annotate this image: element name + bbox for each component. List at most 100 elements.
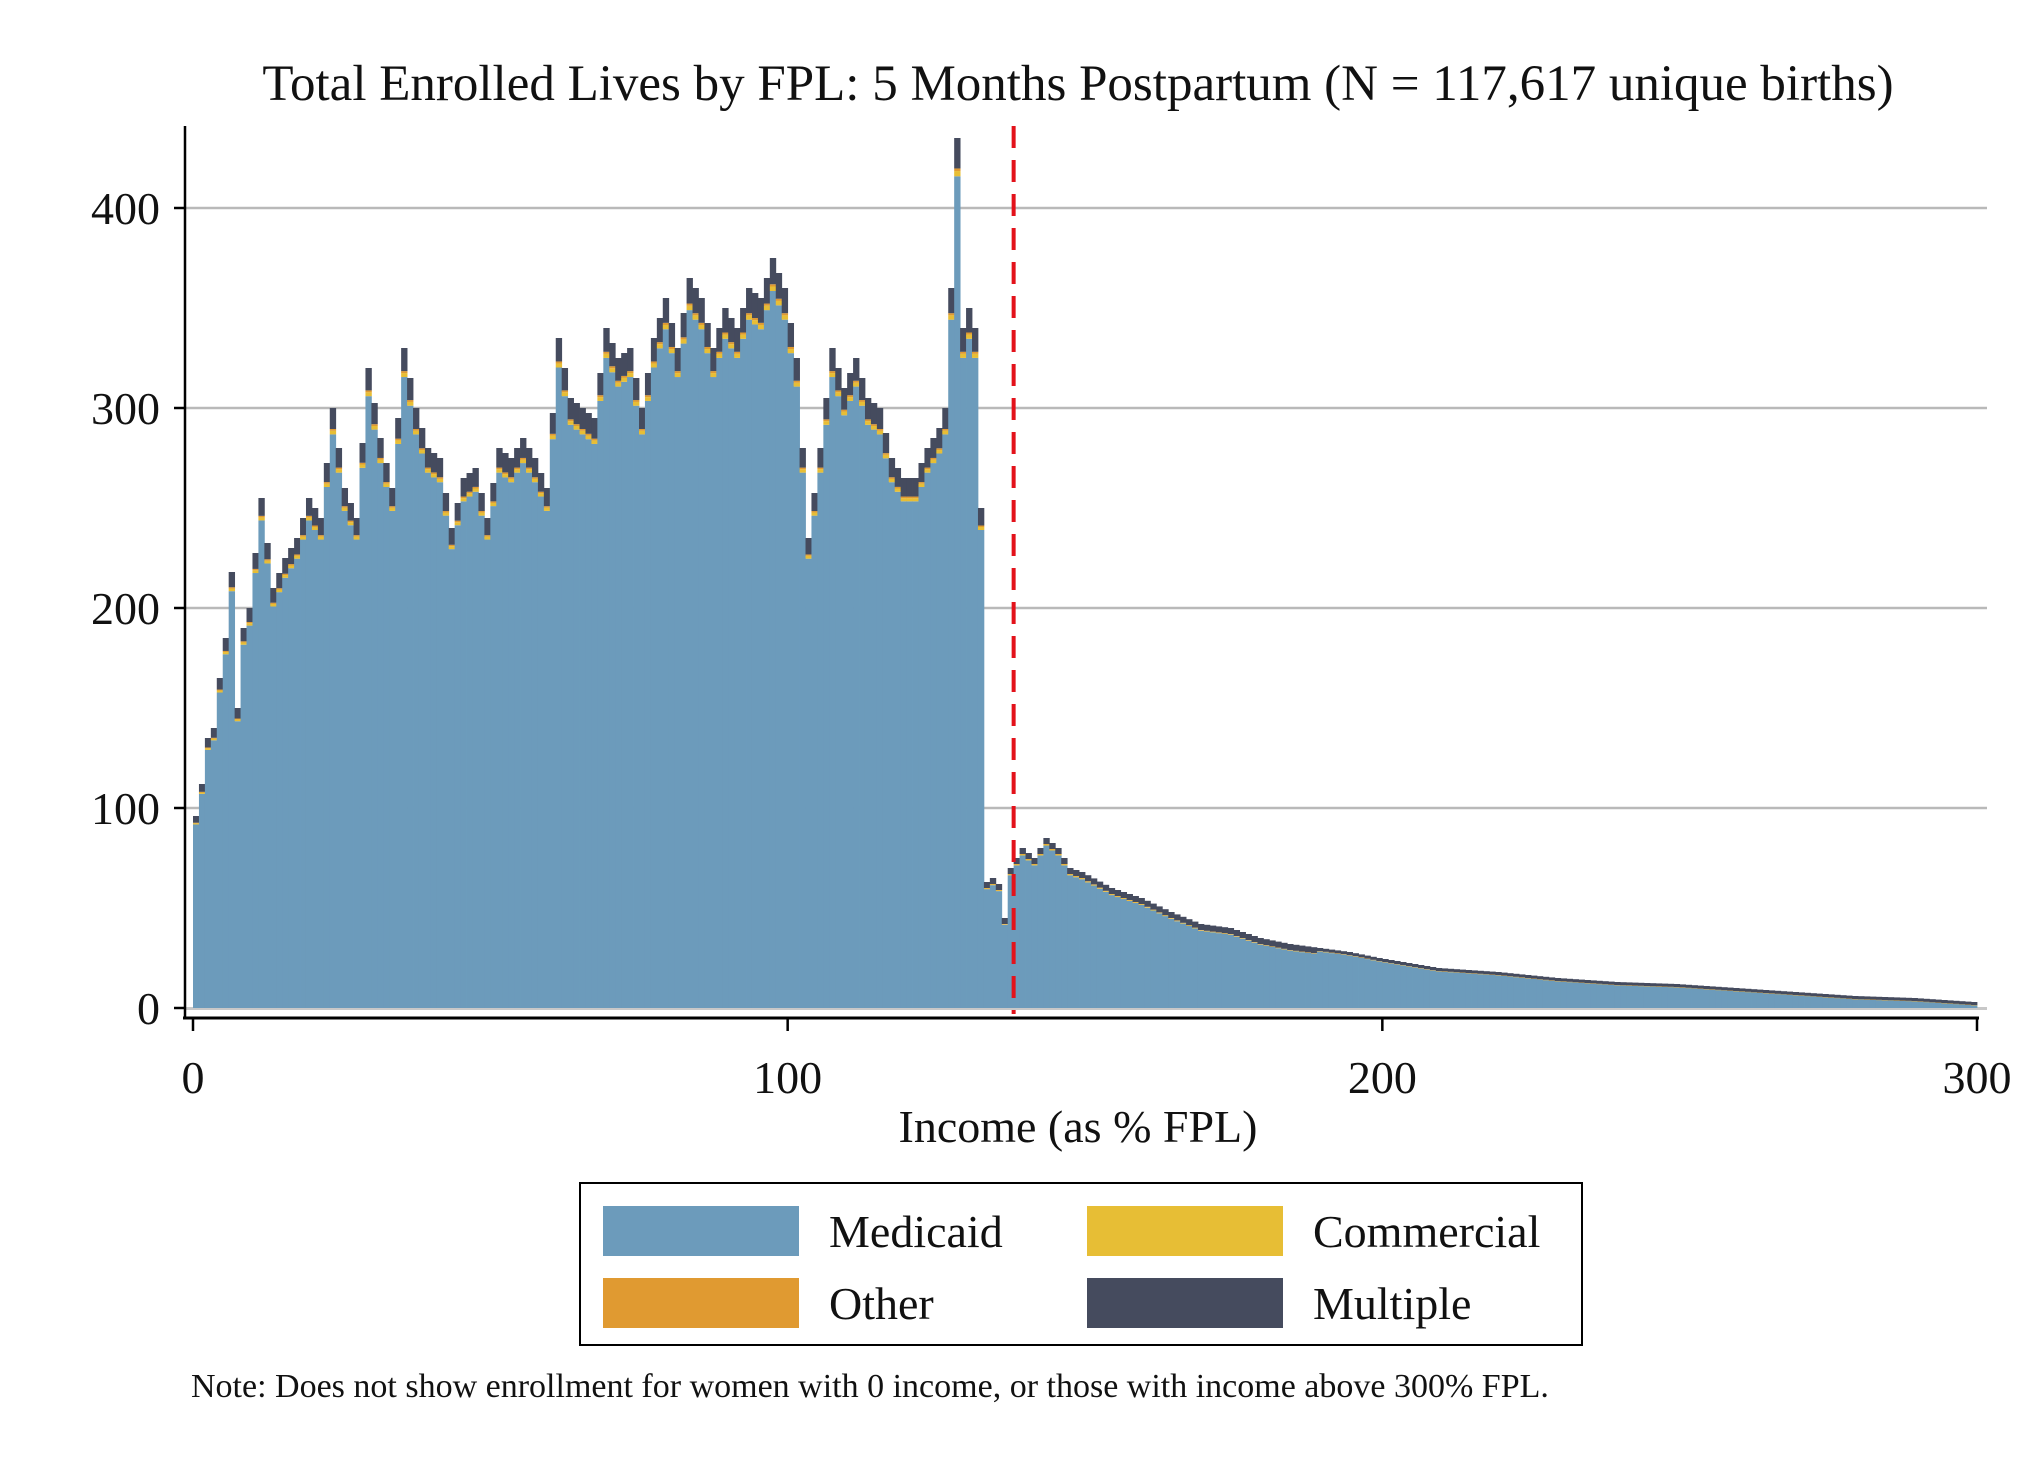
bar-commercial-72 bbox=[615, 382, 622, 387]
bar-multiple-105 bbox=[811, 493, 818, 512]
bar-multiple-230 bbox=[1554, 978, 1562, 981]
bar-commercial-47 bbox=[466, 493, 473, 497]
bar-medicaid-157 bbox=[1120, 899, 1128, 1008]
bar-multiple-160 bbox=[1138, 898, 1145, 904]
bar-medicaid-145 bbox=[1049, 850, 1056, 1008]
bar-commercial-51 bbox=[490, 502, 497, 507]
bar-commercial-166 bbox=[1174, 920, 1181, 922]
bar-commercial-126 bbox=[936, 450, 943, 454]
bar-multiple-229 bbox=[1548, 977, 1556, 981]
bar-multiple-161 bbox=[1144, 900, 1151, 907]
bar-commercial-26 bbox=[341, 507, 349, 511]
bar-medicaid-118 bbox=[888, 482, 896, 1008]
bar-other-55 bbox=[514, 467, 521, 470]
bar-medicaid-53 bbox=[502, 477, 509, 1008]
bar-commercial-17 bbox=[288, 565, 295, 569]
bar-medicaid-170 bbox=[1197, 930, 1205, 1008]
x-axis-ticks: 0 100 200 300 bbox=[182, 1018, 2012, 1103]
bar-medicaid-2 bbox=[198, 793, 206, 1008]
bar-medicaid-300 bbox=[1971, 1005, 1978, 1008]
bar-commercial-94 bbox=[746, 315, 753, 320]
bar-medicaid-138 bbox=[1007, 875, 1015, 1008]
bar-multiple-295 bbox=[1941, 1000, 1948, 1003]
bar-multiple-231 bbox=[1560, 978, 1568, 982]
bar-multiple-209 bbox=[1429, 967, 1437, 970]
bar-multiple-107 bbox=[823, 398, 830, 420]
bar-medicaid-173 bbox=[1215, 933, 1223, 1008]
bar-commercial-24 bbox=[329, 430, 337, 435]
bar-multiple-86 bbox=[698, 298, 705, 323]
bar-commercial-93 bbox=[740, 334, 747, 339]
bar-multiple-246 bbox=[1649, 983, 1657, 987]
bar-multiple-32 bbox=[377, 438, 384, 458]
bar-multiple-151 bbox=[1085, 875, 1092, 882]
bar-commercial-16 bbox=[282, 575, 289, 578]
footnote: Note: Does not show enrollment for women… bbox=[191, 1368, 1549, 1405]
bar-medicaid-89 bbox=[716, 357, 723, 1008]
bar-other-85 bbox=[692, 313, 699, 316]
bar-medicaid-263 bbox=[1751, 992, 1758, 1008]
bar-multiple-248 bbox=[1661, 983, 1669, 987]
bar-other-112 bbox=[853, 380, 860, 383]
bar-multiple-186 bbox=[1293, 944, 1300, 951]
bar-multiple-261 bbox=[1739, 988, 1746, 992]
bar-medicaid-57 bbox=[526, 472, 533, 1008]
bar-commercial-92 bbox=[734, 353, 741, 358]
bar-multiple-173 bbox=[1215, 926, 1223, 933]
bar-medicaid-260 bbox=[1733, 991, 1740, 1008]
bar-multiple-33 bbox=[383, 463, 390, 483]
bar-commercial-30 bbox=[365, 392, 372, 397]
bar-multiple-251 bbox=[1679, 984, 1687, 988]
bar-multiple-91 bbox=[728, 318, 735, 343]
bar-multiple-220 bbox=[1495, 972, 1502, 975]
bar-multiple-272 bbox=[1804, 992, 1811, 996]
bar-other-74 bbox=[627, 371, 634, 374]
bar-medicaid-258 bbox=[1721, 990, 1728, 1008]
bar-multiple-15 bbox=[276, 573, 283, 589]
bar-commercial-148 bbox=[1067, 874, 1074, 876]
bar-commercial-169 bbox=[1192, 927, 1199, 929]
bar-commercial-79 bbox=[656, 344, 664, 349]
bar-commercial-131 bbox=[966, 334, 973, 339]
bar-multiple-117 bbox=[882, 433, 890, 454]
bar-other-43 bbox=[442, 511, 450, 513]
bar-multiple-179 bbox=[1251, 936, 1258, 942]
bar-multiple-274 bbox=[1816, 993, 1823, 997]
bar-other-58 bbox=[531, 477, 539, 479]
legend-label-medicaid: Medicaid bbox=[829, 1205, 1003, 1257]
bar-medicaid-229 bbox=[1548, 980, 1556, 1008]
bar-multiple-17 bbox=[288, 548, 295, 565]
bar-multiple-45 bbox=[454, 503, 461, 521]
bar-other-51 bbox=[490, 501, 497, 503]
bar-medicaid-37 bbox=[407, 405, 414, 1009]
bar-commercial-44 bbox=[448, 546, 456, 550]
bar-multiple-56 bbox=[520, 438, 527, 458]
bar-multiple-203 bbox=[1394, 961, 1401, 964]
bar-commercial-121 bbox=[906, 498, 913, 502]
bar-multiple-122 bbox=[912, 478, 919, 497]
bar-multiple-136 bbox=[995, 884, 1003, 890]
bar-multiple-37 bbox=[407, 378, 414, 401]
bar-other-37 bbox=[407, 400, 414, 402]
bar-multiple-5 bbox=[216, 678, 224, 690]
bar-medicaid-218 bbox=[1483, 974, 1490, 1008]
bar-multiple-13 bbox=[264, 543, 271, 560]
bar-medicaid-90 bbox=[722, 338, 729, 1008]
bar-multiple-285 bbox=[1881, 997, 1889, 1000]
bar-commercial-14 bbox=[270, 603, 277, 607]
bar-commercial-8 bbox=[234, 719, 241, 722]
bar-medicaid-185 bbox=[1287, 950, 1294, 1008]
bar-medicaid-169 bbox=[1192, 928, 1199, 1008]
bar-medicaid-34 bbox=[389, 510, 396, 1008]
bar-medicaid-12 bbox=[258, 520, 265, 1008]
bar-medicaid-236 bbox=[1590, 983, 1597, 1008]
bar-other-73 bbox=[621, 375, 628, 378]
bar-other-9 bbox=[240, 641, 247, 643]
bar-multiple-182 bbox=[1269, 940, 1276, 947]
bar-other-104 bbox=[805, 554, 812, 556]
bar-medicaid-144 bbox=[1043, 845, 1050, 1008]
bar-medicaid-268 bbox=[1780, 994, 1788, 1008]
bar-medicaid-59 bbox=[537, 496, 545, 1008]
bar-medicaid-40 bbox=[424, 472, 432, 1008]
bar-multiple-265 bbox=[1762, 990, 1770, 993]
